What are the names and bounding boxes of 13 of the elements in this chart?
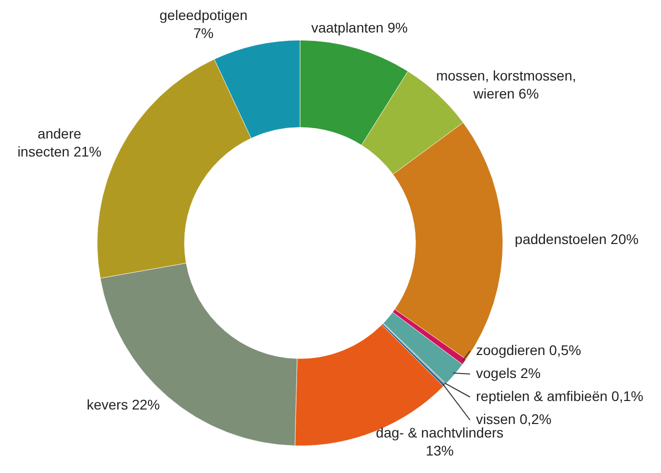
- slice-label: zoogdieren 0,5%: [476, 342, 582, 358]
- data-label: 7%: [193, 25, 214, 42]
- slice-label: paddenstoelen 20%: [514, 231, 639, 248]
- slice-label: kevers 22%: [86, 396, 160, 413]
- slice-label: dag- & nachtvlinders: [376, 424, 504, 440]
- slice-label: geleedpotigen: [160, 7, 248, 24]
- data-label: 13%: [426, 442, 454, 458]
- slice-label: andere insecten 21%: [17, 126, 102, 160]
- slice-label: vaatplanten 9%: [311, 19, 408, 36]
- slice-label: mossen, korstmossen, wieren 6%: [436, 67, 576, 102]
- slice-label: vogels 2%: [476, 364, 541, 381]
- slice-label: reptielen & amfibieën 0,1%: [476, 388, 644, 404]
- slice-label: vissen 0,2%: [476, 410, 552, 427]
